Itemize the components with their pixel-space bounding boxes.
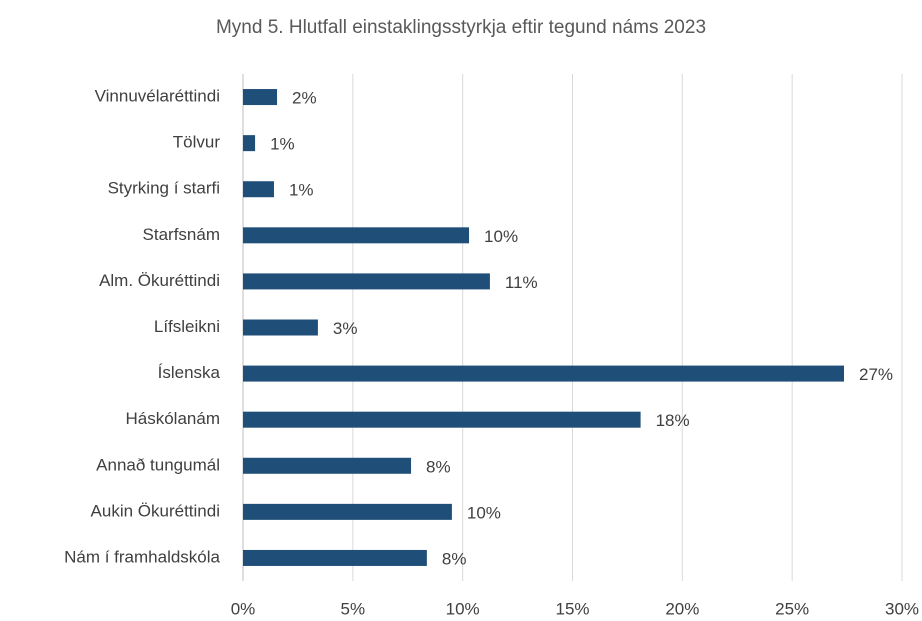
y-tick-label: Alm. Ökuréttindi [99, 271, 220, 290]
data-label: 1% [270, 135, 295, 154]
bar [243, 365, 845, 382]
y-tick-label: Íslenska [158, 363, 221, 382]
y-tick-label: Lífsleikni [154, 317, 220, 336]
y-tick-label: Aukin Ökuréttindi [91, 501, 220, 520]
x-tick-label: 15% [555, 599, 589, 618]
x-tick-label: 25% [775, 599, 809, 618]
bar [243, 135, 256, 152]
chart-title: Mynd 5. Hlutfall einstaklingsstyrkja eft… [216, 17, 706, 38]
bar [243, 503, 452, 520]
y-tick-label: Nám í framhaldskóla [64, 547, 220, 566]
data-label: 2% [292, 89, 317, 108]
data-label: 18% [656, 411, 690, 430]
bar [243, 549, 427, 566]
x-tick-label: 20% [665, 599, 699, 618]
y-tick-label: Starfsnám [143, 225, 220, 244]
data-label: 3% [333, 319, 358, 338]
data-label: 11% [505, 273, 538, 292]
x-tick-label: 0% [231, 599, 256, 618]
y-tick-label: Tölvur [173, 133, 221, 152]
bar [243, 89, 278, 106]
x-tick-label: 5% [341, 599, 366, 618]
bar [243, 319, 318, 336]
bar [243, 411, 641, 428]
y-tick-label: Annað tungumál [96, 455, 220, 474]
bar [243, 273, 490, 290]
y-tick-label: Styrking í starfi [108, 179, 220, 198]
data-label: 27% [859, 365, 893, 384]
data-label: 8% [426, 457, 451, 476]
data-label: 8% [442, 549, 467, 568]
data-label: 10% [484, 227, 518, 246]
y-tick-label: Háskólanám [126, 409, 221, 428]
data-label: 10% [467, 503, 501, 522]
data-label: 1% [289, 181, 314, 200]
x-tick-label: 30% [885, 599, 919, 618]
bar [243, 181, 274, 198]
bar [243, 457, 412, 474]
x-tick-label: 10% [446, 599, 480, 618]
y-tick-label: Vinnuvélaréttindi [95, 87, 220, 106]
bar [243, 227, 470, 244]
